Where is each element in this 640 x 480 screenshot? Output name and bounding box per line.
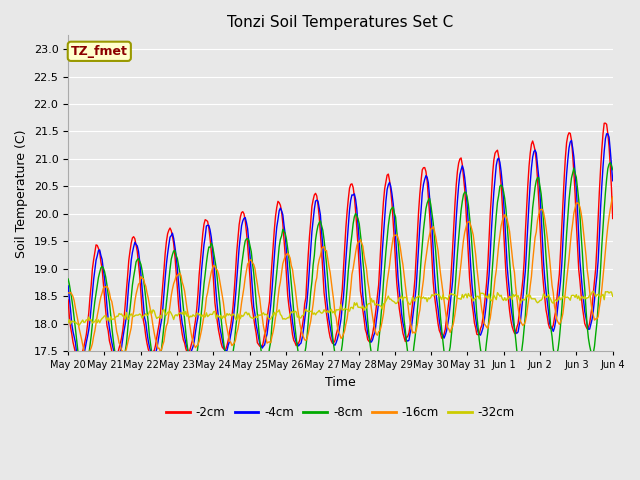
-8cm (609, 167, 616, 173)
Line: -2cm: -2cm (68, 123, 612, 359)
-2cm (64, 297, 72, 303)
-16cm (157, 349, 164, 355)
-2cm (76, 356, 84, 361)
-4cm (602, 136, 609, 142)
-8cm (607, 160, 614, 166)
-32cm (603, 289, 611, 295)
Title: Tonzi Soil Temperatures Set C: Tonzi Soil Temperatures Set C (227, 15, 454, 30)
-32cm (460, 295, 467, 301)
-8cm (587, 348, 595, 354)
-16cm (372, 331, 380, 337)
-4cm (609, 178, 616, 184)
-8cm (460, 192, 467, 197)
-8cm (79, 370, 86, 375)
-4cm (126, 272, 134, 277)
-4cm (460, 167, 467, 172)
-32cm (589, 288, 597, 294)
Line: -4cm: -4cm (68, 134, 612, 360)
-4cm (157, 324, 164, 330)
Text: TZ_fmet: TZ_fmet (71, 45, 128, 58)
-32cm (64, 320, 72, 325)
Line: -16cm: -16cm (68, 197, 612, 356)
-16cm (64, 290, 72, 296)
-2cm (157, 312, 164, 318)
-2cm (372, 305, 380, 311)
-16cm (126, 329, 134, 335)
-16cm (460, 237, 467, 243)
-32cm (126, 312, 134, 318)
-16cm (609, 194, 616, 200)
-2cm (609, 216, 616, 221)
Line: -32cm: -32cm (68, 291, 612, 325)
-16cm (602, 248, 609, 254)
-16cm (84, 353, 92, 359)
Line: -8cm: -8cm (68, 163, 612, 372)
-8cm (126, 306, 134, 312)
-2cm (460, 175, 467, 180)
-4cm (77, 357, 85, 362)
-2cm (603, 121, 611, 127)
-32cm (157, 312, 164, 318)
-32cm (372, 301, 380, 307)
-32cm (587, 292, 595, 298)
-2cm (126, 248, 134, 254)
-4cm (64, 283, 72, 289)
-4cm (603, 131, 611, 137)
-8cm (64, 276, 72, 282)
-16cm (587, 299, 595, 304)
-32cm (609, 293, 616, 299)
-8cm (602, 190, 609, 196)
-4cm (372, 319, 380, 324)
Y-axis label: Soil Temperature (C): Soil Temperature (C) (15, 129, 28, 258)
-2cm (602, 120, 609, 126)
Legend: -2cm, -4cm, -8cm, -16cm, -32cm: -2cm, -4cm, -8cm, -16cm, -32cm (161, 401, 520, 424)
X-axis label: Time: Time (325, 376, 356, 389)
-2cm (587, 312, 595, 317)
-8cm (372, 354, 380, 360)
-4cm (587, 321, 595, 327)
-32cm (76, 323, 83, 328)
-8cm (157, 356, 164, 361)
